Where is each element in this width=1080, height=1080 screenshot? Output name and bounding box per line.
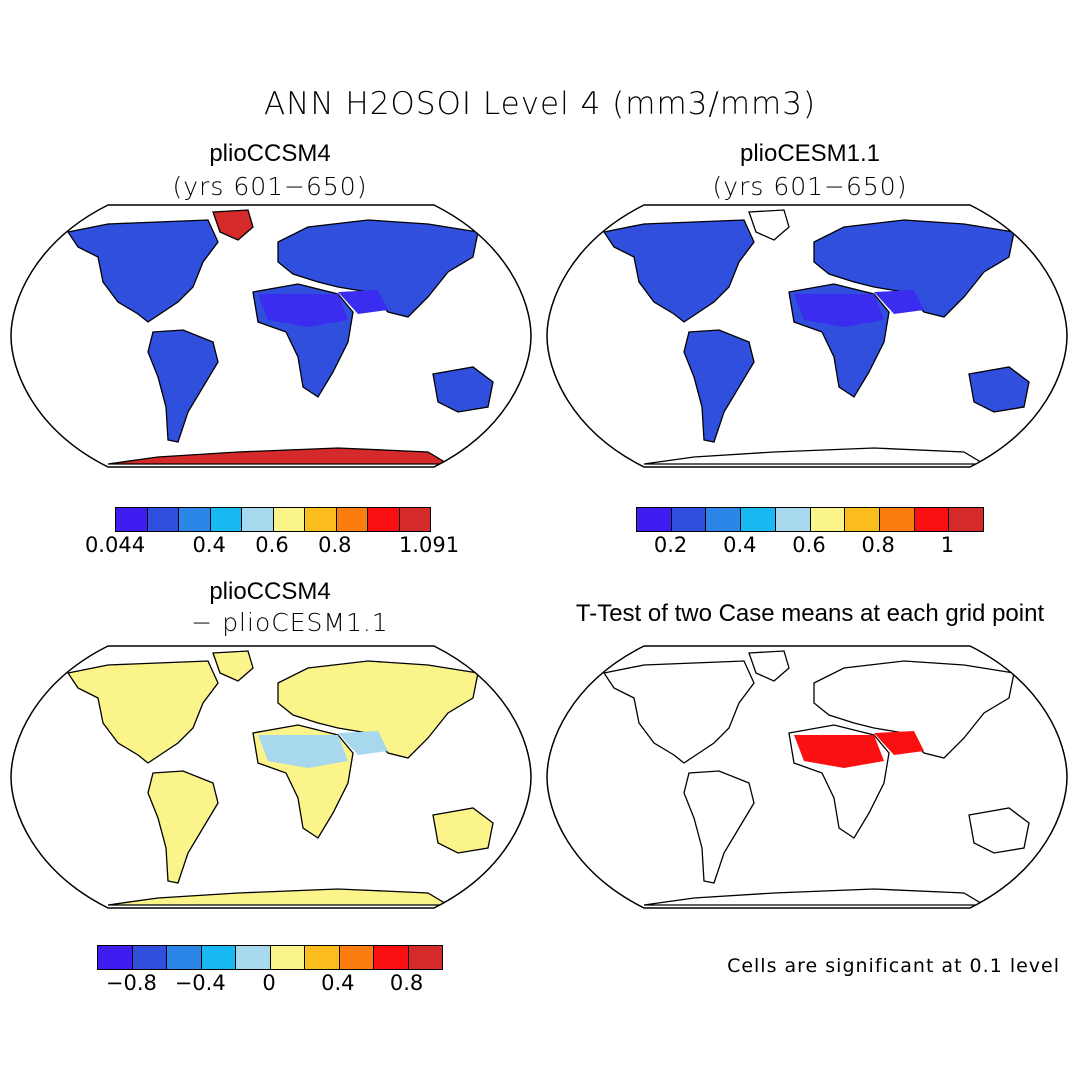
colorbar-tick-label: 0.4 <box>321 971 355 995</box>
continent-eurasia <box>813 219 1015 318</box>
continent-samerica <box>147 770 219 884</box>
colorbar-swatch <box>399 508 430 531</box>
continent-greenland <box>212 650 254 682</box>
colorbar-1-labels: 0.044 0.4 0.6 0.8 1.091 <box>85 533 459 563</box>
continent-australia <box>432 807 494 854</box>
continent-australia <box>432 366 494 413</box>
map-panel-2 <box>546 204 1068 468</box>
colorbar-swatch <box>408 946 442 969</box>
colorbar-swatch <box>273 508 305 531</box>
colorbar-swatch <box>949 508 984 531</box>
colorbar-swatch <box>637 508 672 531</box>
colorbar-swatch <box>706 508 742 531</box>
map-panel-1 <box>10 204 532 468</box>
continent-samerica <box>683 770 755 884</box>
colorbar-swatch <box>671 508 707 531</box>
panel3-subtitle: − plioCESM1.1 <box>191 608 389 637</box>
continent-greenland <box>212 209 254 241</box>
colorbar-swatch <box>116 508 148 531</box>
colorbar-swatch <box>775 508 811 531</box>
dry-region <box>874 290 924 314</box>
colorbar-swatch <box>210 508 242 531</box>
figure-title: ANN H2OSOI Level 4 (mm3/mm3) <box>263 86 817 122</box>
continent-namerica <box>66 219 219 323</box>
panel4-title: T-Test of two Case means at each grid po… <box>575 600 1045 627</box>
colorbar-swatch <box>741 508 776 531</box>
continent-namerica <box>602 219 755 323</box>
colorbar-swatch <box>336 508 368 531</box>
panel2-title: plioCESM1.1 <box>739 140 881 167</box>
colorbar-swatch <box>167 946 202 969</box>
continent-namerica <box>602 660 755 764</box>
map-outline <box>546 204 1068 468</box>
continent-australia <box>968 366 1030 413</box>
dry-region <box>258 735 348 768</box>
colorbar-swatch <box>914 508 950 531</box>
colorbar-2-labels: 0.2 0.4 0.6 0.8 1 <box>636 533 982 563</box>
colorbar-tick-label: 1 <box>940 533 955 557</box>
panel3-title: plioCCSM4 <box>209 578 331 605</box>
dry-region <box>794 735 884 768</box>
continent-greenland <box>748 209 790 241</box>
colorbar-swatch <box>179 508 211 531</box>
continent-namerica <box>66 660 219 764</box>
colorbar-tick-label: 0.8 <box>389 971 424 995</box>
colorbar-tick-label: −0.8 <box>105 971 157 995</box>
colorbar-swatch <box>374 946 409 969</box>
colorbar-swatch <box>132 946 167 969</box>
dry-region <box>794 294 884 327</box>
colorbar-swatch <box>270 946 305 969</box>
colorbar-swatch <box>368 508 400 531</box>
continent-samerica <box>683 329 755 443</box>
colorbar-swatch <box>305 946 340 969</box>
panel2-subtitle: (yrs 601−650) <box>712 172 908 201</box>
colorbar-swatch <box>339 946 374 969</box>
dry-region <box>338 731 388 755</box>
colorbar-swatch <box>879 508 915 531</box>
colorbar-swatch <box>845 508 880 531</box>
colorbar-tick-label: 0 <box>262 971 276 995</box>
colorbar-swatch <box>305 508 337 531</box>
continent-eurasia <box>277 660 479 759</box>
continent-samerica <box>147 329 219 443</box>
colorbar-tick-label: 0.6 <box>255 533 289 557</box>
panel1-title: plioCCSM4 <box>209 140 331 167</box>
dry-region <box>258 294 348 327</box>
colorbar-3 <box>97 945 443 970</box>
colorbar-2 <box>636 507 984 532</box>
panel1-subtitle: (yrs 601−650) <box>172 172 368 201</box>
colorbar-tick-label: 0.8 <box>318 533 352 557</box>
colorbar-1 <box>115 507 431 532</box>
map-panel-4 <box>546 645 1068 909</box>
colorbar-tick-label: 0.4 <box>192 533 226 557</box>
colorbar-tick-label: 0.2 <box>653 533 688 557</box>
map-outline <box>546 645 1068 909</box>
colorbar-swatch <box>147 508 179 531</box>
colorbar-tick-label: 0.8 <box>861 533 895 557</box>
map-outline <box>10 204 532 468</box>
colorbar-swatch <box>98 946 133 969</box>
map-outline <box>10 645 532 909</box>
colorbar-swatch <box>242 508 274 531</box>
map-panel-3 <box>10 645 532 909</box>
colorbar-swatch <box>810 508 846 531</box>
colorbar-tick-label: 0.044 <box>84 533 146 557</box>
colorbar-swatch <box>201 946 236 969</box>
colorbar-tick-label: −0.4 <box>174 971 226 995</box>
dry-region <box>338 290 388 314</box>
continent-greenland <box>748 650 790 682</box>
colorbar-swatch <box>236 946 271 969</box>
significance-note: Cells are significant at 0.1 level <box>727 955 1060 977</box>
colorbar-tick-label: 1.091 <box>398 533 460 557</box>
continent-eurasia <box>277 219 479 318</box>
continent-australia <box>968 807 1030 854</box>
continent-eurasia <box>813 660 1015 759</box>
colorbar-tick-label: 0.4 <box>723 533 757 557</box>
colorbar-3-labels: −0.8 −0.4 0 0.4 0.8 <box>97 971 441 1001</box>
dry-region <box>874 731 924 755</box>
colorbar-tick-label: 0.6 <box>792 533 826 557</box>
